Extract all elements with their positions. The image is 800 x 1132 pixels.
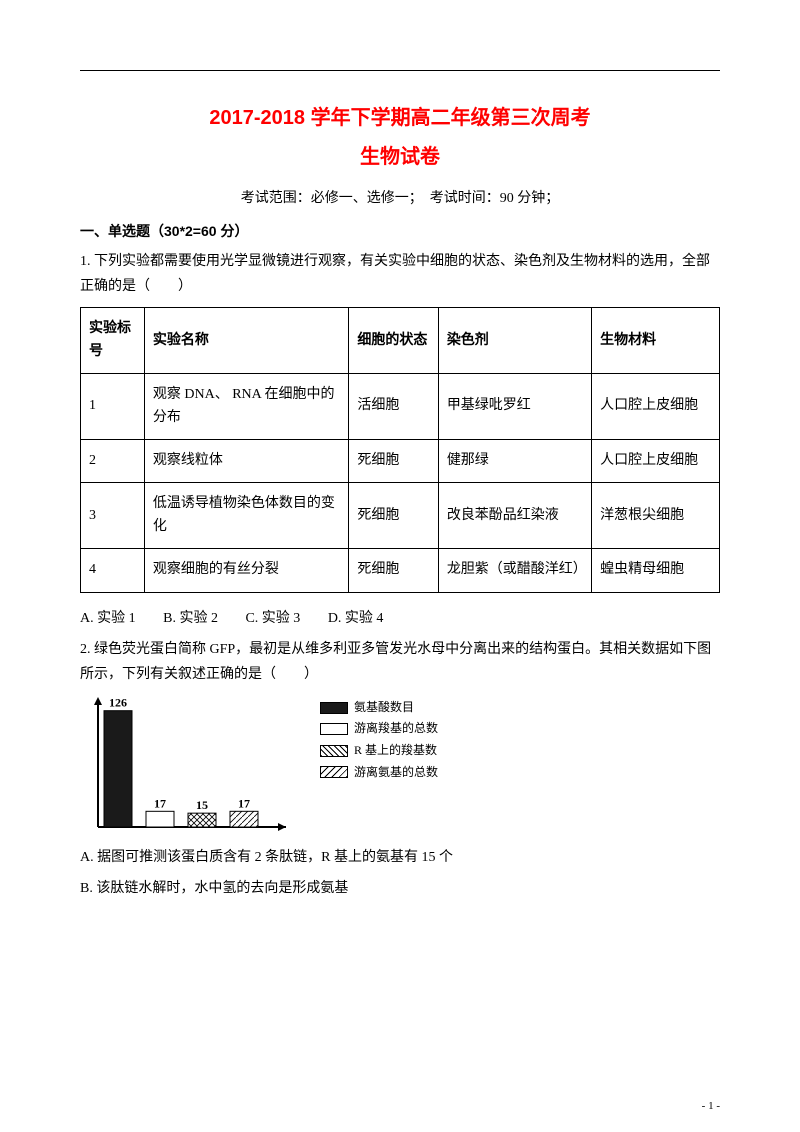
svg-text:17: 17 [238, 796, 250, 810]
table-header-row: 实验标号 实验名称 细胞的状态 染色剂 生物材料 [81, 308, 720, 374]
td: 观察线粒体 [144, 439, 348, 482]
td: 2 [81, 439, 145, 482]
td: 1 [81, 374, 145, 440]
sub-title: 生物试卷 [80, 140, 720, 169]
legend-label: R 基上的羧基数 [354, 740, 437, 762]
legend-label: 氨基酸数目 [354, 697, 414, 719]
svg-text:17: 17 [154, 796, 166, 810]
legend-row: 游离羧基的总数 [320, 718, 438, 740]
th: 染色剂 [438, 308, 591, 374]
option-a: A. 实验 1 [80, 611, 136, 626]
td: 死细胞 [349, 483, 438, 549]
td: 健那绿 [438, 439, 591, 482]
q2-option-b: B. 该肽链水解时，水中氢的去向是形成氨基 [80, 876, 720, 901]
q2-chart-wrap: 126 17 15 17 氨基酸数目游离羧基的总数R 基上的羧基数游离氨基的总数 [80, 697, 720, 837]
td: 甲基绿吡罗红 [438, 374, 591, 440]
legend-label: 游离氨基的总数 [354, 762, 438, 784]
q2-option-a: A. 据图可推测该蛋白质含有 2 条肽链，R 基上的氨基有 15 个 [80, 845, 720, 870]
th: 生物材料 [592, 308, 720, 374]
legend-swatch [320, 766, 348, 778]
svg-text:126: 126 [109, 697, 127, 710]
th: 实验标号 [81, 308, 145, 374]
legend-label: 游离羧基的总数 [354, 718, 438, 740]
td: 观察 DNA、 RNA 在细胞中的分布 [144, 374, 348, 440]
td: 活细胞 [349, 374, 438, 440]
option-c: C. 实验 3 [245, 611, 300, 626]
td: 死细胞 [349, 439, 438, 482]
td: 3 [81, 483, 145, 549]
q1-table: 实验标号 实验名称 细胞的状态 染色剂 生物材料 1 观察 DNA、 RNA 在… [80, 307, 720, 592]
legend-swatch [320, 745, 348, 757]
td: 观察细胞的有丝分裂 [144, 549, 348, 592]
table-row: 1 观察 DNA、 RNA 在细胞中的分布 活细胞 甲基绿吡罗红 人口腔上皮细胞 [81, 374, 720, 440]
td: 人口腔上皮细胞 [592, 374, 720, 440]
td: 改良苯酚品红染液 [438, 483, 591, 549]
option-b: B. 实验 2 [163, 611, 218, 626]
table-row: 3 低温诱导植物染色体数目的变化 死细胞 改良苯酚品红染液 洋葱根尖细胞 [81, 483, 720, 549]
td: 死细胞 [349, 549, 438, 592]
table-row: 2 观察线粒体 死细胞 健那绿 人口腔上皮细胞 [81, 439, 720, 482]
exam-page: 2017-2018 学年下学期高二年级第三次周考 生物试卷 考试范围：必修一、选… [0, 0, 800, 1132]
option-d: D. 实验 4 [328, 611, 384, 626]
legend-row: 游离氨基的总数 [320, 762, 438, 784]
legend-swatch [320, 702, 348, 714]
q1-stem: 1. 下列实验都需要使用光学显微镜进行观察，有关实验中细胞的状态、染色剂及生物材… [80, 249, 720, 299]
top-divider [80, 70, 720, 71]
q1-options: A. 实验 1 B. 实验 2 C. 实验 3 D. 实验 4 [80, 607, 720, 627]
chart-legend: 氨基酸数目游离羧基的总数R 基上的羧基数游离氨基的总数 [320, 697, 438, 783]
th: 实验名称 [144, 308, 348, 374]
bar-chart: 126 17 15 17 [80, 697, 300, 837]
td: 龙胆紫（或醋酸洋红） [438, 549, 591, 592]
td: 4 [81, 549, 145, 592]
main-title: 2017-2018 学年下学期高二年级第三次周考 [80, 101, 720, 130]
q2-stem: 2. 绿色荧光蛋白简称 GFP，最初是从维多利亚多管发光水母中分离出来的结构蛋白… [80, 637, 720, 687]
legend-swatch [320, 723, 348, 735]
th: 细胞的状态 [349, 308, 438, 374]
exam-info-line: 考试范围：必修一、选修一； 考试时间：90 分钟； [80, 187, 720, 207]
td: 蝗虫精母细胞 [592, 549, 720, 592]
td: 低温诱导植物染色体数目的变化 [144, 483, 348, 549]
section-heading: 一、单选题（30*2=60 分） [80, 221, 720, 241]
svg-text:15: 15 [196, 798, 208, 812]
page-number: - 1 - [702, 1100, 720, 1112]
table-row: 4 观察细胞的有丝分裂 死细胞 龙胆紫（或醋酸洋红） 蝗虫精母细胞 [81, 549, 720, 592]
td: 人口腔上皮细胞 [592, 439, 720, 482]
legend-row: R 基上的羧基数 [320, 740, 438, 762]
td: 洋葱根尖细胞 [592, 483, 720, 549]
legend-row: 氨基酸数目 [320, 697, 438, 719]
